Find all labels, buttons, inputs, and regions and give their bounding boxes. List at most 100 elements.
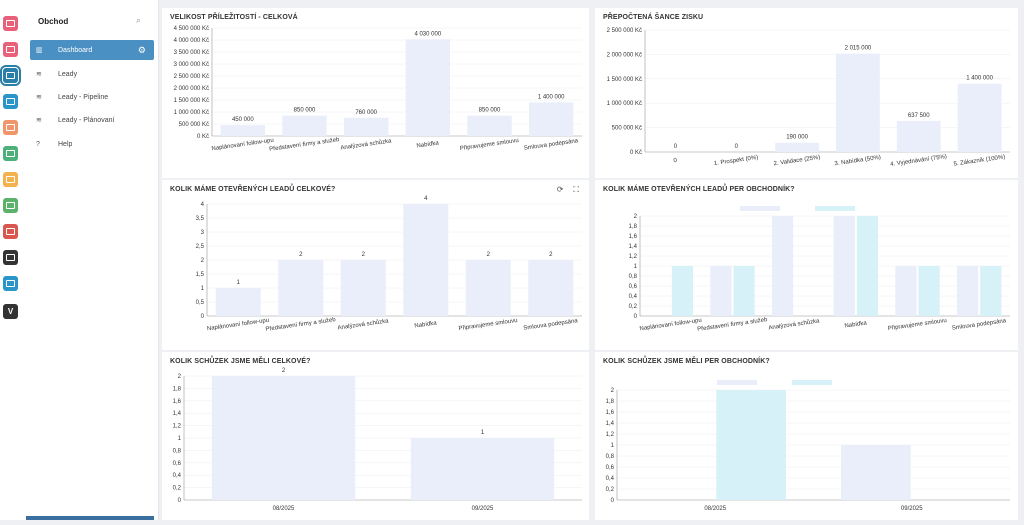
bar[interactable] [467,115,512,136]
data-label: 4 [424,196,428,202]
x-tick-label: 3. Nabídka (50%) [834,155,881,167]
bar[interactable] [918,266,940,316]
document-icon[interactable] [3,276,18,291]
bar[interactable] [528,102,574,136]
y-tick-label: 0 Kč [197,134,209,140]
legend-swatch[interactable] [815,206,855,211]
x-tick-label: Naplánovaní follow-upu [211,138,274,153]
panel-title: KOLIK MÁME OTEVŘENÝCH LEADŮ CELKOVÉ? [170,186,336,193]
panel-schuzky-celkove: KOLIK SCHŮZEK JSME MĚLI CELKOVÉ? 0 0,2 0,4… [162,352,589,520]
data-label: 850 000 [294,108,316,114]
card-icon[interactable] [3,42,18,57]
bar[interactable] [403,204,449,316]
bar[interactable] [833,216,855,316]
sidebar-item-help[interactable]: ? Help [30,134,154,154]
panel-prepoctena: PŘEPOČTENÁ ŠANCE ZISKU 0 Kč 500 000 Kč 1 0… [595,8,1018,178]
bar[interactable] [465,260,511,316]
bar[interactable] [278,260,324,316]
y-tick-label: 1 500 000 Kč [607,77,642,83]
bar[interactable] [957,83,1002,152]
x-tick-label: 09/2025 [472,506,494,512]
data-label: 1 [481,430,485,436]
legend-swatch[interactable] [740,206,780,211]
data-label: 1 400 000 [538,94,565,100]
letter-v-icon[interactable]: V [3,304,18,319]
data-label: 760 000 [355,110,377,116]
contacts-icon[interactable] [3,172,18,187]
y-tick-label: 2 [634,214,638,220]
chart-schuzky-celkove: 0 0,2 0,4 0,6 0,8 1 1,2 1,4 1,6 1,8 2 2 08/2025 1 09/2… [173,368,582,512]
sidebar-item-leady-pipeline[interactable]: ≋ Leady - Pipeline [30,87,154,107]
y-tick-label: 1 [634,264,638,270]
group-icon[interactable] [3,94,18,109]
bar[interactable] [405,39,451,136]
y-tick-label: 0,8 [629,274,638,280]
bar[interactable] [410,438,555,500]
sidebar-item-label: Help [58,140,73,148]
y-tick-label: 1 [178,436,182,442]
x-tick-label: 4. Vyjednávání (75%) [890,154,947,168]
data-label: 1 [237,280,241,286]
bar[interactable] [895,266,917,316]
bar[interactable] [980,266,1002,316]
data-label: 2 [299,252,303,258]
legend-swatch[interactable] [717,380,757,385]
fullscreen-icon[interactable]: ⛶ [573,185,579,194]
y-tick-label: 1,6 [606,410,615,416]
legend-swatch[interactable] [792,380,832,385]
bar[interactable] [211,376,356,500]
building-icon[interactable] [3,198,18,213]
y-tick-label: 0,4 [173,473,182,479]
panel-title: PŘEPOČTENÁ ŠANCE ZISKU [603,14,704,21]
sidebar-item-label: Leady - Pipeline [58,93,109,101]
y-tick-label: 3,5 [196,216,205,222]
y-tick-label: 0,6 [629,284,638,290]
bar[interactable] [282,115,327,136]
x-tick-label: Připravujeme smlouvu [888,318,948,332]
people-icon[interactable] [3,120,18,135]
bar[interactable] [340,260,386,316]
bar[interactable] [771,216,794,316]
search-icon[interactable]: ⌕ [136,15,142,25]
x-tick-label: Nabídka [844,320,868,329]
x-tick-label: Smlouva podepsána [952,318,1008,332]
data-label: 0 [674,144,678,150]
x-tick-label: Analýzová schůzka [768,317,820,331]
x-tick-label: Představení firmy a služeb [265,317,336,333]
bar[interactable] [220,125,266,136]
bar[interactable] [716,390,786,500]
x-tick-label: Nabídka [414,320,438,329]
bar[interactable] [215,288,261,316]
sidebar-item-leady[interactable]: ≋ Leady [30,64,154,84]
bar[interactable] [841,445,911,500]
bar[interactable] [896,120,941,152]
bar[interactable] [671,266,694,316]
bar[interactable] [856,216,879,316]
y-tick-label: 2 000 000 Kč [174,86,209,92]
calendar-icon[interactable] [3,16,18,31]
bar[interactable] [733,266,755,316]
bar[interactable] [528,260,574,316]
sidebar-item-label: Dashboard [58,46,93,54]
handshake-icon[interactable] [0,65,21,86]
sidebar-item-leady-pl-novan-[interactable]: ≋ Leady - Plánovaní [30,110,154,130]
bar[interactable] [343,117,389,136]
bar[interactable] [956,266,979,316]
settings-icon[interactable] [3,224,18,239]
x-tick-label: Připravujeme smlouvu [458,318,518,332]
data-label: 0 [735,144,739,150]
database-icon[interactable] [3,250,18,265]
gear-icon[interactable]: ⚙ [137,44,146,55]
y-tick-label: 4 000 000 Kč [174,38,209,44]
x-tick-label: Představení firmy a služeb [269,137,340,153]
y-tick-label: 2 [201,258,205,264]
bar[interactable] [710,266,732,316]
bar[interactable] [775,142,819,152]
sidebar-item-dashboard[interactable]: ▥ Dashboard ⚙ [30,40,154,60]
sidebar-footer-bar [26,516,154,520]
money-icon[interactable] [3,146,18,161]
bar[interactable] [836,53,880,152]
data-label: 2 015 000 [845,46,872,52]
refresh-icon[interactable]: ⟳ [556,185,564,194]
help-icon: ? [36,140,40,148]
